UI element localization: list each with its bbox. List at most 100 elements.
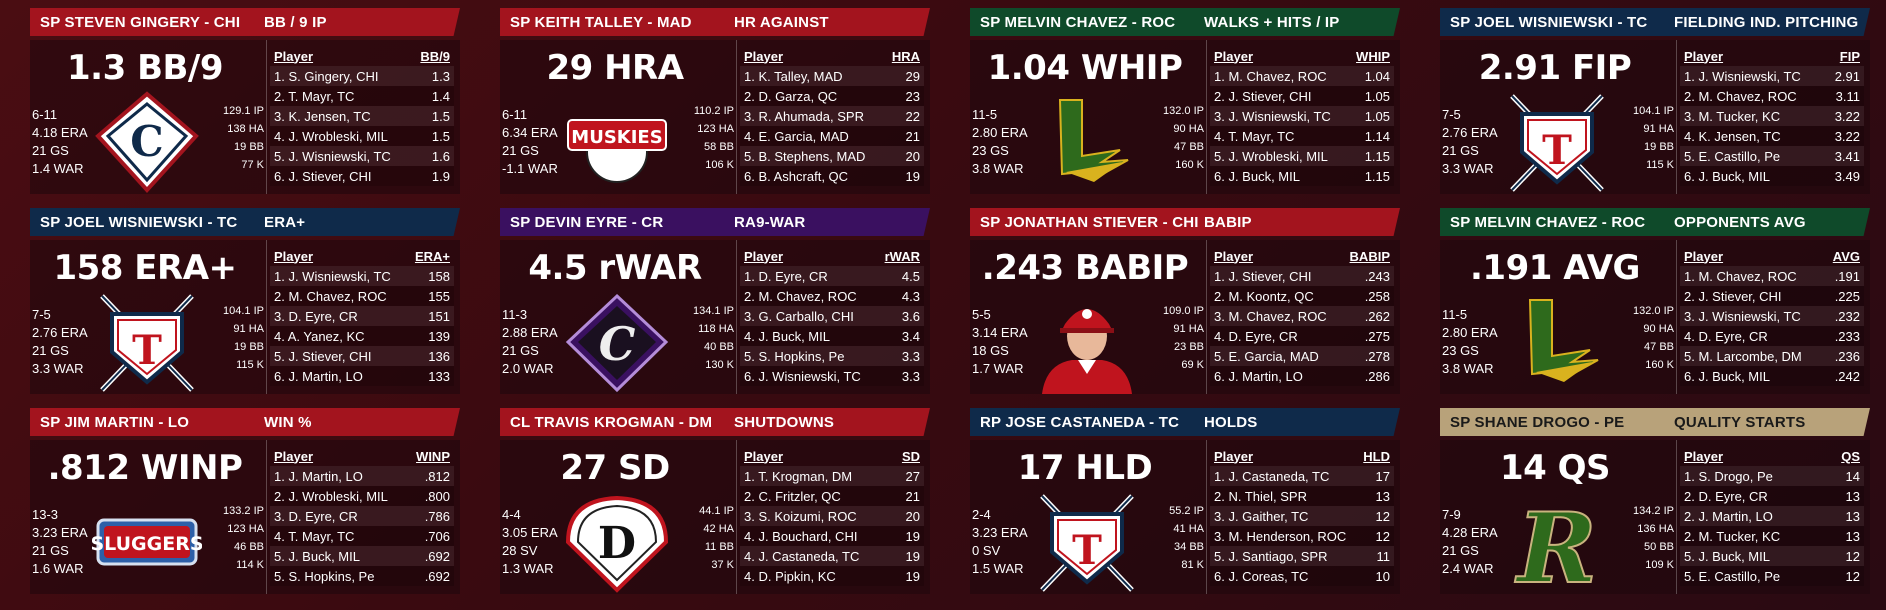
leader-card[interactable]: SP KEITH TALLEY - MAD HR AGAINST 29 HRA …	[470, 0, 940, 194]
leader-row[interactable]: 4. K. Jensen, TC 3.22	[1680, 126, 1864, 146]
leader-row[interactable]: 5. E. Castillo, Pe 3.41	[1680, 146, 1864, 166]
leader-player: 3. K. Jensen, TC	[274, 108, 371, 124]
leader-row[interactable]: 3. S. Koizumi, ROC 20	[740, 506, 924, 526]
leader-row[interactable]: 3. J. Wisniewski, TC 1.05	[1210, 106, 1394, 126]
leader-row[interactable]: 6. J. Wisniewski, TC 3.3	[740, 366, 924, 386]
leader-value: .191	[1834, 268, 1860, 284]
leader-row[interactable]: 6. J. Stiever, CHI 1.9	[270, 166, 454, 186]
leader-row[interactable]: 1. K. Talley, MAD 29	[740, 66, 924, 86]
leader-row[interactable]: 3. M. Chavez, ROC .262	[1210, 306, 1394, 326]
leader-card[interactable]: SP MELVIN CHAVEZ - ROC WALKS + HITS / IP…	[940, 0, 1410, 194]
leader-row[interactable]: 1. S. Drogo, Pe 14	[1680, 466, 1864, 486]
leader-row[interactable]: 2. J. Wrobleski, MIL .800	[270, 486, 454, 506]
leader-row[interactable]: 5. E. Garcia, MAD .278	[1210, 346, 1394, 366]
leader-row[interactable]: 2. M. Koontz, QC .258	[1210, 286, 1394, 306]
leader-row[interactable]: 2. D. Eyre, CR 13	[1680, 486, 1864, 506]
pitcher-summary: 11-5 2.80 ERA 23 GS 3.8 WAR	[1442, 306, 1498, 378]
leader-card[interactable]: SP SHANE DROGO - PE QUALITY STARTS 14 QS…	[1410, 400, 1880, 606]
leader-row[interactable]: 1. S. Gingery, CHI 1.3	[270, 66, 454, 86]
leader-row[interactable]: 1. M. Chavez, ROC .191	[1680, 266, 1864, 286]
leader-row[interactable]: 3. M. Henderson, ROC 12	[1210, 526, 1394, 546]
leader-row[interactable]: 5. J. Buck, MIL .692	[270, 546, 454, 566]
leader-row[interactable]: 5. E. Castillo, Pe 12	[1680, 566, 1864, 586]
leader-row[interactable]: 4. A. Yanez, KC 139	[270, 326, 454, 346]
leader-row[interactable]: 4. D. Eyre, CR .275	[1210, 326, 1394, 346]
leader-card[interactable]: SP JONATHAN STIEVER - CHI BABIP .243 BAB…	[940, 200, 1410, 394]
leader-row[interactable]: 3. J. Gaither, TC 12	[1210, 506, 1394, 526]
player-name: SP KEITH TALLEY - MAD	[510, 13, 692, 31]
leader-row[interactable]: 6. J. Buck, MIL 3.49	[1680, 166, 1864, 186]
leader-row[interactable]: 6. J. Buck, MIL 1.15	[1210, 166, 1394, 186]
leader-row[interactable]: 2. T. Mayr, TC 1.4	[270, 86, 454, 106]
leader-row[interactable]: 4. J. Castaneda, TC 19	[740, 546, 924, 566]
card-header: SP MELVIN CHAVEZ - ROC WALKS + HITS / IP	[970, 8, 1400, 36]
leader-row[interactable]: 3. D. Eyre, CR .786	[270, 506, 454, 526]
leader-row[interactable]: 2. N. Thiel, SPR 13	[1210, 486, 1394, 506]
leader-row[interactable]: 2. J. Stiever, CHI .225	[1680, 286, 1864, 306]
leader-row[interactable]: 5. S. Hopkins, Pe .692	[270, 566, 454, 586]
table-header: Player FIP	[1680, 46, 1864, 66]
leader-card[interactable]: SP MELVIN CHAVEZ - ROC OPPONENTS AVG .19…	[1410, 200, 1880, 394]
leader-row[interactable]: 6. J. Martin, LO .286	[1210, 366, 1394, 386]
games: 28 SV	[502, 543, 538, 558]
leader-row[interactable]: 4. D. Eyre, CR .233	[1680, 326, 1864, 346]
leader-row[interactable]: 5. S. Hopkins, Pe 3.3	[740, 346, 924, 366]
leader-row[interactable]: 6. J. Buck, MIL .242	[1680, 366, 1864, 386]
leader-row[interactable]: 1. T. Krogman, DM 27	[740, 466, 924, 486]
card-header: SP KEITH TALLEY - MAD HR AGAINST	[500, 8, 930, 36]
leader-row[interactable]: 2. M. Chavez, ROC 155	[270, 286, 454, 306]
leader-card[interactable]: SP STEVEN GINGERY - CHI BB / 9 IP 1.3 BB…	[0, 0, 470, 194]
leader-row[interactable]: 4. T. Mayr, TC .706	[270, 526, 454, 546]
leader-row[interactable]: 4. J. Bouchard, CHI 19	[740, 526, 924, 546]
leader-row[interactable]: 1. D. Eyre, CR 4.5	[740, 266, 924, 286]
era: 3.23 ERA	[32, 525, 88, 540]
leader-row[interactable]: 6. J. Coreas, TC 10	[1210, 566, 1394, 586]
leader-row[interactable]: 4. E. Garcia, MAD 21	[740, 126, 924, 146]
leader-row[interactable]: 3. M. Tucker, KC 3.22	[1680, 106, 1864, 126]
leader-value: 133	[428, 368, 450, 384]
leader-row[interactable]: 5. J. Wrobleski, MIL 1.15	[1210, 146, 1394, 166]
leader-row[interactable]: 1. J. Wisniewski, TC 158	[270, 266, 454, 286]
leader-row[interactable]: 2. J. Martin, LO 13	[1680, 506, 1864, 526]
leader-player: 3. G. Carballo, CHI	[744, 308, 854, 324]
leader-row[interactable]: 5. J. Wisniewski, TC 1.6	[270, 146, 454, 166]
pitcher-summary: 7-9 4.28 ERA 21 GS 2.4 WAR	[1442, 506, 1498, 578]
leader-row[interactable]: 1. J. Martin, LO .812	[270, 466, 454, 486]
leader-row[interactable]: 4. D. Pipkin, KC 19	[740, 566, 924, 586]
leader-row[interactable]: 3. K. Jensen, TC 1.5	[270, 106, 454, 126]
leader-card[interactable]: SP JOEL WISNIEWSKI - TC FIELDING IND. PI…	[1410, 0, 1880, 194]
leader-row[interactable]: 3. R. Ahumada, SPR 22	[740, 106, 924, 126]
leader-row[interactable]: 2. J. Stiever, CHI 1.05	[1210, 86, 1394, 106]
leader-player: 4. D. Pipkin, KC	[744, 568, 836, 584]
leader-row[interactable]: 5. J. Buck, MIL 12	[1680, 546, 1864, 566]
leader-row[interactable]: 2. M. Chavez, ROC 3.11	[1680, 86, 1864, 106]
leader-row[interactable]: 3. J. Wisniewski, TC .232	[1680, 306, 1864, 326]
card-body: 158 ERA+ 7-5 2.76 ERA 21 GS 3.3 WAR 104.…	[30, 240, 460, 394]
leader-row[interactable]: 2. C. Fritzler, QC 21	[740, 486, 924, 506]
pitching-line: 109.0 IP 91 HA 23 BB 69 K	[1120, 302, 1204, 374]
leader-row[interactable]: 1. J. Wisniewski, TC 2.91	[1680, 66, 1864, 86]
leader-row[interactable]: 5. M. Larcombe, DM .236	[1680, 346, 1864, 366]
leader-row[interactable]: 4. T. Mayr, TC 1.14	[1210, 126, 1394, 146]
leader-card[interactable]: SP JOEL WISNIEWSKI - TC ERA+ 158 ERA+ 7-…	[0, 200, 470, 394]
leader-row[interactable]: 1. J. Castaneda, TC 17	[1210, 466, 1394, 486]
leader-row[interactable]: 1. M. Chavez, ROC 1.04	[1210, 66, 1394, 86]
leader-row[interactable]: 3. D. Eyre, CR 151	[270, 306, 454, 326]
leader-row[interactable]: 4. J. Wrobleski, MIL 1.5	[270, 126, 454, 146]
leader-row[interactable]: 3. G. Carballo, CHI 3.6	[740, 306, 924, 326]
leader-card[interactable]: SP JIM MARTIN - LO WIN % .812 WINP 13-3 …	[0, 400, 470, 594]
leader-card[interactable]: CL TRAVIS KROGMAN - DM SHUTDOWNS 27 SD 4…	[470, 400, 940, 594]
leader-row[interactable]: 2. M. Tucker, KC 13	[1680, 526, 1864, 546]
leader-card[interactable]: RP JOSE CASTANEDA - TC HOLDS 17 HLD 2-4 …	[940, 400, 1410, 594]
leader-card[interactable]: SP DEVIN EYRE - CR RA9-WAR 4.5 rWAR 11-3…	[470, 200, 940, 394]
leader-row[interactable]: 6. B. Ashcraft, QC 19	[740, 166, 924, 186]
leader-row[interactable]: 2. D. Garza, QC 23	[740, 86, 924, 106]
leader-row[interactable]: 2. M. Chavez, ROC 4.3	[740, 286, 924, 306]
leader-row[interactable]: 4. J. Buck, MIL 3.4	[740, 326, 924, 346]
leader-row[interactable]: 6. J. Martin, LO 133	[270, 366, 454, 386]
leader-row[interactable]: 5. B. Stephens, MAD 20	[740, 146, 924, 166]
leader-row[interactable]: 1. J. Stiever, CHI .243	[1210, 266, 1394, 286]
leader-row[interactable]: 5. J. Stiever, CHI 136	[270, 346, 454, 366]
twins-t-logo-icon: T	[1032, 490, 1142, 594]
leader-row[interactable]: 5. J. Santiago, SPR 11	[1210, 546, 1394, 566]
